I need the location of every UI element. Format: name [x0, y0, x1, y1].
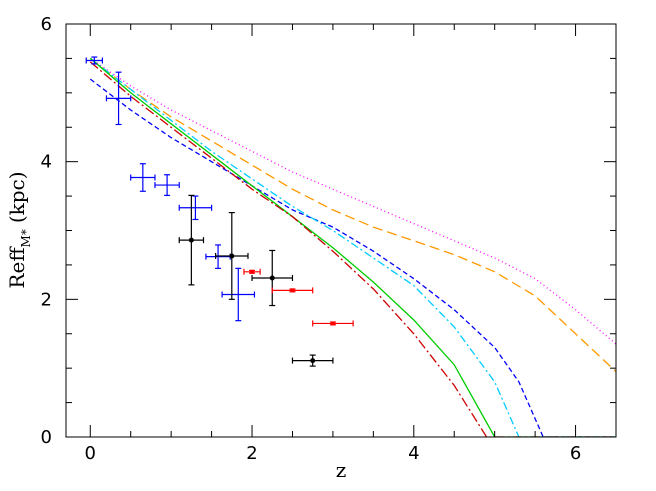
x-axis-title: z — [336, 458, 347, 482]
data-point-1-1 — [85, 56, 103, 65]
y-axis-title: ReffM* (kpc) — [5, 171, 33, 288]
x-tick-label: 0 — [85, 443, 96, 464]
data-point-1-7 — [221, 267, 256, 322]
data-point-2-2 — [215, 212, 249, 300]
data-point-2-4 — [291, 354, 334, 367]
series-line-6 — [89, 61, 616, 437]
y-tick-label: 2 — [41, 289, 52, 310]
data-point-1-3 — [130, 163, 156, 192]
data-point-1-5 — [178, 195, 213, 221]
series-line-2 — [89, 57, 616, 373]
point-marker — [269, 275, 275, 281]
point-marker — [310, 358, 316, 364]
series-line-5 — [89, 57, 616, 437]
data-point-1-6 — [205, 244, 231, 269]
series-line-1 — [89, 57, 616, 345]
data-point-3-1 — [243, 268, 261, 275]
data-point-3-3 — [312, 320, 354, 327]
series-line-4 — [89, 57, 616, 437]
series-line-3 — [89, 78, 616, 437]
data-point-1-2 — [105, 71, 132, 126]
data-point-2-3 — [251, 249, 294, 307]
point-marker — [290, 288, 295, 293]
axes: 0 2 4 6 0 2 4 6 — [41, 14, 617, 464]
svg-text:ReffM*(kpc): ReffM* (kpc) — [5, 171, 33, 288]
plot-area — [85, 56, 616, 437]
plot-frame — [65, 23, 617, 438]
point-marker — [188, 237, 194, 243]
data-point-3-2 — [271, 287, 314, 294]
point-marker — [250, 269, 255, 274]
y-tick-label: 6 — [41, 14, 52, 35]
x-tick-label: 4 — [408, 443, 419, 464]
x-tick-label: 2 — [246, 443, 257, 464]
y-tick-label: 0 — [41, 427, 52, 448]
series-group — [85, 56, 616, 437]
y-axis-title-unit: (kpc) — [5, 171, 29, 223]
y-tick-label: 4 — [41, 152, 52, 173]
x-tick-label: 6 — [570, 443, 581, 464]
y-axis-title-main: Reff — [5, 246, 29, 289]
point-marker — [330, 321, 335, 326]
point-marker — [229, 253, 235, 259]
data-point-2-1 — [178, 194, 205, 286]
y-axis-title-subscript: M* — [19, 229, 33, 247]
data-point-1-4 — [154, 174, 180, 196]
